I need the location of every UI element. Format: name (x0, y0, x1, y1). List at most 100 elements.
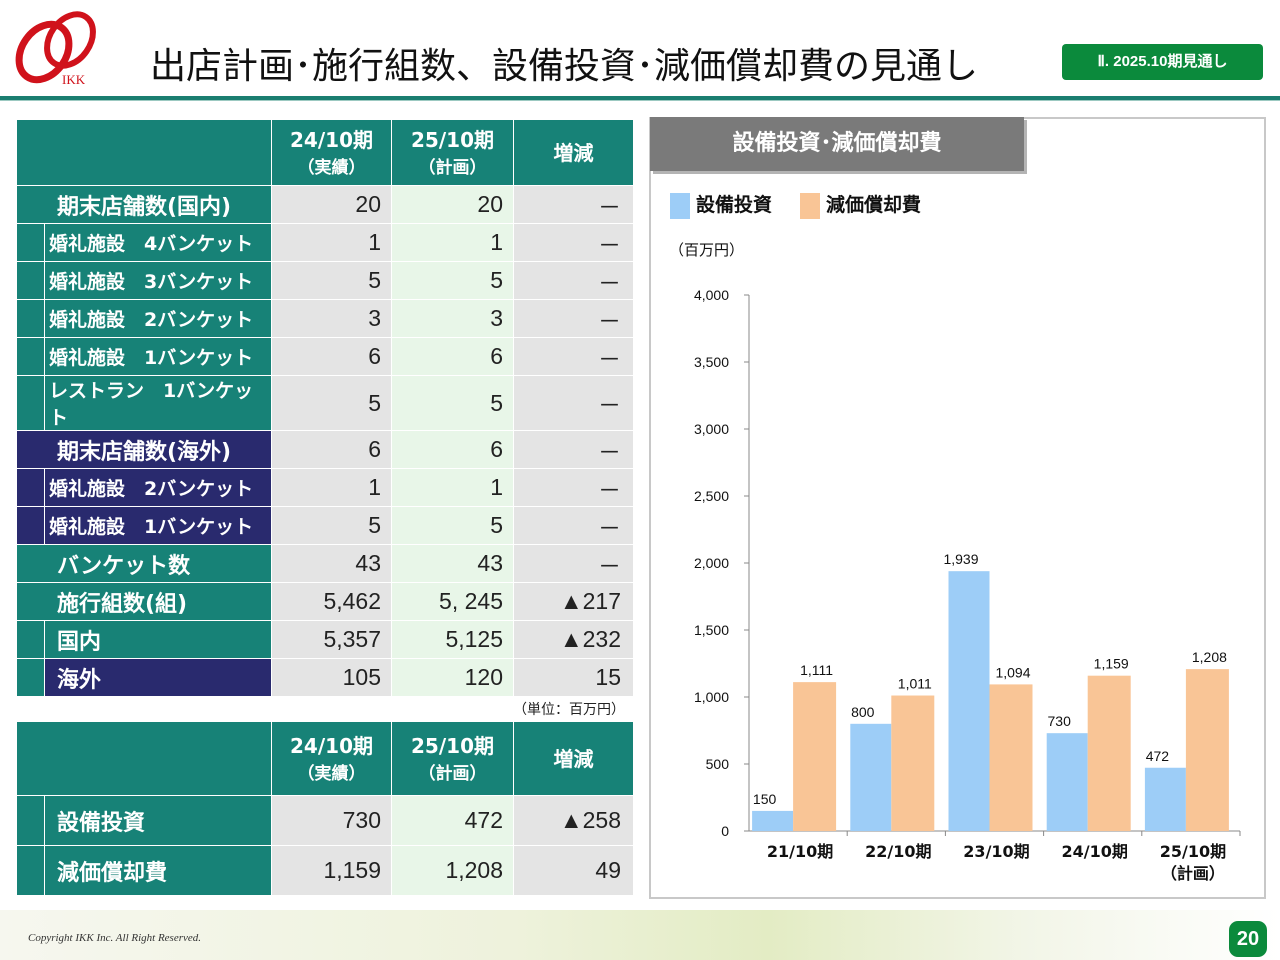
page-number: 20 (1229, 921, 1267, 957)
column-header: 25/10期 （計画） (391, 119, 514, 186)
cell-plan: 43 (391, 544, 514, 583)
bar-capex (850, 723, 892, 831)
row-label: バンケット数 (16, 544, 272, 583)
cell-change: ▲258 (513, 795, 634, 846)
data-label: 800 (851, 704, 875, 720)
table-row: 婚礼施設 2バンケット 1 1 － (16, 468, 634, 507)
cell-change: － (513, 375, 634, 431)
y-tick-label: 0 (721, 823, 729, 839)
cell-actual: 1 (271, 468, 392, 507)
cell-change: ▲232 (513, 620, 634, 659)
bar-depreciation (891, 695, 935, 831)
store-plan-table: 24/10期 （実績） 25/10期 （計画） 増減 期末店舗数(国内) 20 20… (16, 119, 634, 697)
cell-change: － (513, 185, 634, 224)
header-divider-thin (0, 100, 1280, 101)
table-header-row: 24/10期 （実績） 25/10期 （計画） 増減 (16, 721, 634, 796)
row-gutter (16, 620, 45, 659)
cell-actual: 20 (271, 185, 392, 224)
cell-plan: 5 (391, 506, 514, 545)
data-label: 1,939 (943, 551, 978, 567)
row-gutter (16, 658, 45, 697)
bar-depreciation (793, 682, 837, 831)
y-tick-label: 2,500 (694, 488, 729, 504)
cell-actual: 5 (271, 506, 392, 545)
legend-swatch-depreciation (800, 192, 820, 219)
y-tick-label: 3,000 (694, 421, 729, 437)
cell-actual: 5,357 (271, 620, 392, 659)
row-label: 期末店舗数(海外) (16, 430, 272, 469)
footer-background (0, 910, 1280, 960)
row-label: 施行組数(組) (16, 582, 272, 621)
legend-item-capex: 設備投資 (670, 190, 772, 219)
row-label: 国内 (44, 620, 272, 659)
cell-change: － (513, 506, 634, 545)
x-tick-label: 24/10期 (1062, 842, 1128, 861)
cell-actual: 5 (271, 261, 392, 300)
cell-actual: 105 (271, 658, 392, 697)
row-label: 海外 (44, 658, 272, 697)
ikk-logo (15, 11, 96, 84)
copyright-text: Copyright IKK Inc. All Right Reserved. (28, 932, 202, 944)
cell-change: － (513, 468, 634, 507)
bar-depreciation (1087, 675, 1131, 831)
row-gutter (16, 223, 45, 262)
table-row: 期末店舗数(国内) 20 20 － (16, 185, 634, 224)
data-label: 730 (1048, 713, 1072, 729)
cell-change: 15 (513, 658, 634, 697)
cell-plan: 5 (391, 375, 514, 431)
cell-plan: 1 (391, 468, 514, 507)
row-label: レストラン 1バンケット (44, 375, 272, 431)
capex-table: 24/10期 （実績） 25/10期 （計画） 増減 設備投資 730 472 ▲2… (16, 721, 634, 896)
unit-note: （単位：百万円） (513, 702, 625, 718)
table-row: 婚礼施設 1バンケット 6 6 － (16, 337, 634, 376)
cell-change: － (513, 544, 634, 583)
x-tick-label: （計画） (1161, 864, 1225, 883)
bar-capex (1046, 733, 1088, 831)
y-tick-label: 500 (706, 756, 730, 772)
cell-actual: 5,462 (271, 582, 392, 621)
table-row: 婚礼施設 1バンケット 5 5 － (16, 506, 634, 545)
bar-capex (948, 571, 990, 831)
bar-capex (752, 810, 794, 831)
cell-plan: 5 (391, 261, 514, 300)
row-label: 婚礼施設 4バンケット (44, 223, 272, 262)
cell-plan: 5, 245 (391, 582, 514, 621)
row-gutter (16, 795, 45, 846)
cell-actual: 730 (271, 795, 392, 846)
cell-change: － (513, 299, 634, 338)
table-row: 期末店舗数(海外) 6 6 － (16, 430, 634, 469)
cell-change: － (513, 430, 634, 469)
cell-actual: 3 (271, 299, 392, 338)
row-gutter (16, 506, 45, 545)
column-header: 24/10期 （実績） (271, 119, 392, 186)
x-tick-label: 23/10期 (963, 842, 1029, 861)
bar-depreciation (1185, 669, 1229, 831)
cell-plan: 472 (391, 795, 514, 846)
cell-plan: 6 (391, 337, 514, 376)
row-label: 婚礼施設 2バンケット (44, 299, 272, 338)
legend-label: 設備投資 (696, 194, 773, 216)
cell-actual: 1,159 (271, 845, 392, 896)
row-label: 婚礼施設 1バンケット (44, 337, 272, 376)
legend-item-depreciation: 減価償却費 (800, 190, 921, 219)
legend-swatch-capex (670, 192, 690, 219)
capex-depreciation-chart: 0 500 1,000 1,500 2,000 2,500 3,000 3,500 4,000 1… (694, 287, 1241, 883)
row-gutter (16, 375, 45, 431)
row-label: 減価償却費 (44, 845, 272, 896)
cell-change: － (513, 337, 634, 376)
table-row: レストラン 1バンケット 5 5 － (16, 375, 634, 431)
column-header: 24/10期 （実績） (271, 721, 392, 796)
table-row: 施行組数(組) 5,462 5, 245 ▲217 (16, 582, 634, 621)
cell-plan: 3 (391, 299, 514, 338)
table-row: 減価償却費 1,159 1,208 49 (16, 845, 634, 896)
table-row: 国内 5,357 5,125 ▲232 (16, 620, 634, 659)
data-label: 472 (1146, 748, 1170, 764)
table-row: 婚礼施設 2バンケット 3 3 － (16, 299, 634, 338)
y-tick-label: 1,000 (694, 689, 729, 705)
column-header: 25/10期 （計画） (391, 721, 514, 796)
cell-plan: 6 (391, 430, 514, 469)
cell-actual: 5 (271, 375, 392, 431)
cell-plan: 1 (391, 223, 514, 262)
data-label: 1,159 (1094, 656, 1129, 672)
cell-change: － (513, 223, 634, 262)
